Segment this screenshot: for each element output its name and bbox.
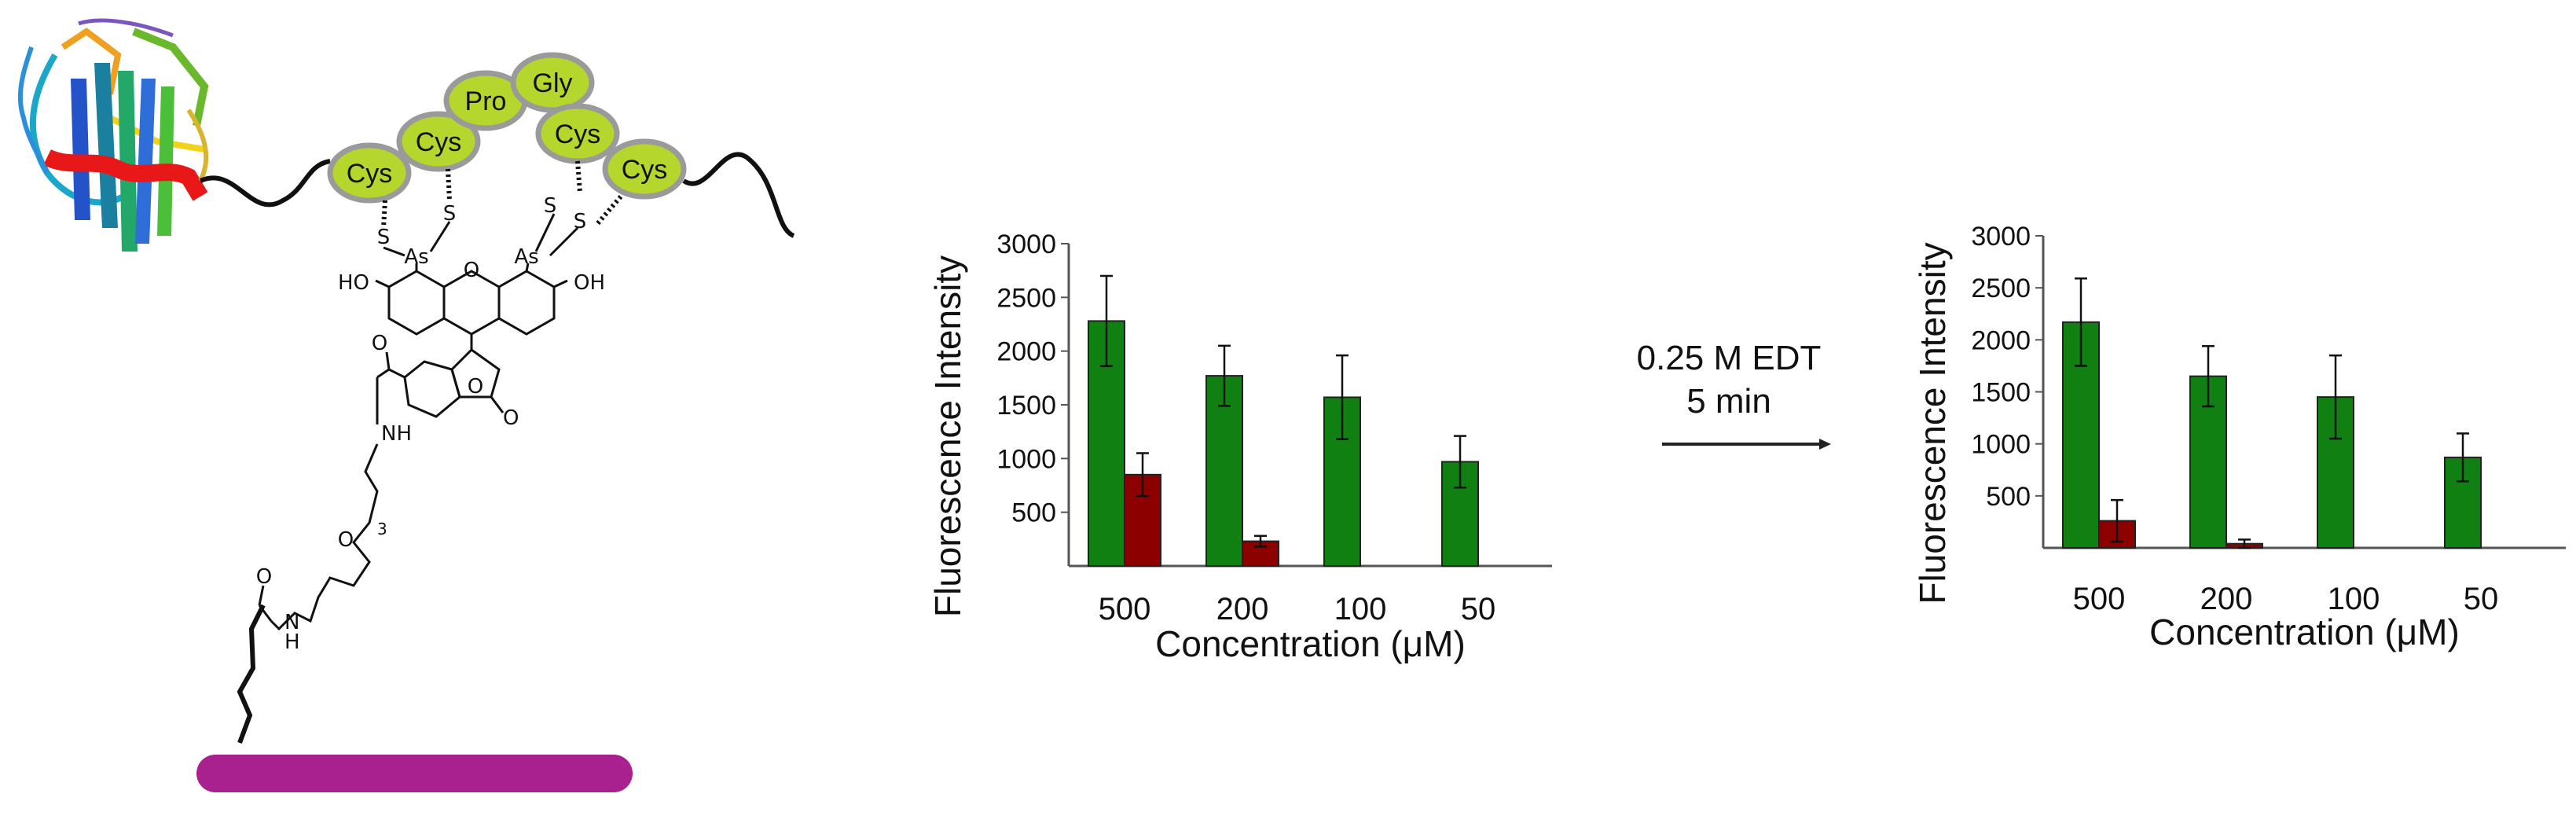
y-axis-label: Fluorescence Intensity (927, 255, 968, 617)
linker-tail (682, 152, 795, 238)
bead-label: Cys (622, 155, 668, 185)
category-label: 50 (1461, 592, 1496, 626)
y-tick-label: 2500 (996, 283, 1056, 313)
y-tick-label: 1000 (1971, 430, 2031, 460)
atom-h: H (284, 630, 300, 654)
atom-s-1: S (377, 226, 391, 249)
biarsenical-dye-structure: S S S S As As HO OH O O O O NH O 3 H N O (237, 160, 623, 744)
y-tick-label: 2000 (1971, 325, 2031, 355)
atom-o-ring: O (464, 259, 479, 282)
atom-o-carbonyl: O (503, 406, 519, 430)
y-tick-label: 3000 (1971, 222, 2031, 252)
x-axis-label: Concentration (μM) (1155, 623, 1466, 664)
category-label: 500 (2073, 582, 2126, 616)
arrow-label-reagent: 0.25 M EDT (1637, 339, 1822, 377)
atom-ho: HO (338, 271, 369, 295)
category-label: 100 (1334, 592, 1387, 626)
y-tick-label: 1500 (996, 391, 1056, 421)
bead-cys-3: Cys (535, 103, 620, 164)
bead-label: Pro (465, 86, 507, 116)
x-axis-label: Concentration (μM) (2149, 612, 2460, 652)
atom-n: N (284, 611, 299, 634)
atom-as-1: As (404, 245, 428, 269)
y-tick-label: 500 (1011, 498, 1056, 528)
category-label: 500 (1099, 592, 1151, 626)
reaction-arrow: 0.25 M EDT 5 min (1637, 339, 1831, 450)
reaction-scheme: Cys Cys Pro Gly Cys Cys (17, 18, 795, 792)
category-label: 50 (2464, 582, 2499, 616)
chart-before-edt: 500 1000 1500 2000 2500 3000 500 200 100 50Concen… (927, 230, 1552, 664)
bead-label: Gly (533, 68, 573, 98)
linker-tether (199, 159, 331, 208)
y-tick-label: 500 (1986, 482, 2031, 512)
protein-ribbon-icon (17, 18, 209, 252)
atom-o-amide-2: O (256, 565, 272, 589)
bead-label: Cys (555, 119, 601, 149)
arrow-head-icon (1819, 439, 1831, 450)
bar-green-50 (1441, 461, 1479, 568)
bead-label: Cys (416, 127, 462, 157)
bead-cys-4: Cys (602, 138, 687, 200)
surface-bar-icon (196, 755, 633, 792)
atom-nh: NH (381, 422, 412, 446)
category-label: 100 (2328, 582, 2380, 616)
y-tick-label: 1500 (1971, 378, 2031, 408)
y-axis-label: Fluorescence Intensity (1912, 242, 1953, 604)
subscript-3: 3 (377, 520, 387, 538)
y-tick-label: 2500 (1971, 274, 2031, 303)
atom-o-amide: O (372, 332, 387, 355)
atom-as-2: As (514, 245, 538, 269)
atom-oh: OH (574, 271, 605, 295)
bead-label: Cys (347, 159, 393, 189)
atom-s-2: S (443, 202, 457, 226)
atom-s-3: S (544, 194, 557, 218)
arrow-label-time: 5 min (1686, 382, 1771, 421)
bar-green-200 (1205, 375, 1243, 567)
atom-o-lactone: O (468, 375, 483, 399)
y-tick-label: 2000 (996, 337, 1056, 367)
category-label: 200 (1216, 592, 1269, 626)
atom-s-4: S (574, 210, 587, 233)
y-tick-label: 3000 (996, 230, 1056, 259)
chart-after-edt: 500 1000 1500 2000 2500 3000 500 200 100 50Concen… (1912, 222, 2566, 652)
bead-cys-1: Cys (327, 142, 412, 204)
category-label: 200 (2200, 582, 2253, 616)
bead-gly: Gly (510, 52, 595, 113)
peptide-chain: Cys Cys Pro Gly Cys Cys (327, 52, 687, 204)
y-tick-label: 1000 (996, 444, 1056, 474)
bead-cys-2: Cys (396, 111, 481, 172)
atom-o-ether: O (338, 528, 354, 552)
